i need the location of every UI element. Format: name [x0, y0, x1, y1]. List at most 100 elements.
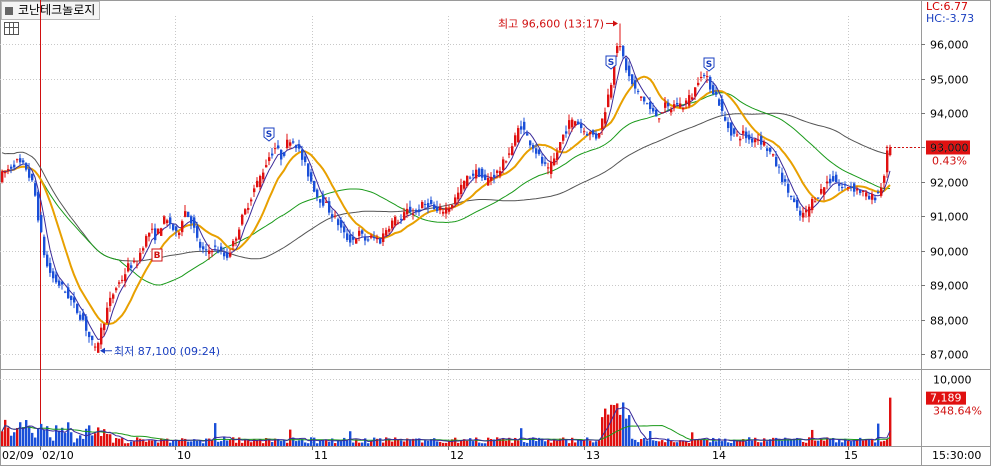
volume-bar: [70, 432, 73, 446]
candle-body: [652, 108, 655, 112]
stock-selector[interactable]: 코난테크놀로지: [1, 1, 101, 20]
candle-body: [715, 91, 718, 95]
volume-bar: [334, 443, 337, 446]
candle-body: [154, 228, 157, 241]
candle-body: [265, 165, 268, 168]
candle-body: [292, 141, 295, 143]
candle-body: [256, 180, 259, 188]
ma5-line: [1, 55, 891, 341]
volume-bar: [253, 439, 256, 446]
volume-bar: [721, 441, 724, 446]
high-annotation: 최고 96,600 (13:17): [498, 17, 604, 30]
volume-bar: [166, 438, 169, 446]
volume-bar: [439, 441, 442, 446]
candle-body: [496, 170, 499, 174]
volume-bar: [757, 442, 760, 446]
volume-bar: [493, 439, 496, 446]
volume-bar: [31, 432, 34, 446]
volume-bar: [478, 442, 481, 446]
volume-bar: [130, 441, 133, 446]
volume-bar: [883, 440, 886, 446]
dropdown-icon[interactable]: [5, 6, 13, 15]
volume-bar: [379, 438, 382, 446]
volume-bar: [100, 436, 103, 446]
candle-body: [463, 180, 466, 189]
candle-body: [298, 144, 301, 149]
volume-bar: [274, 438, 277, 446]
volume-bar: [703, 438, 706, 446]
volume-bar: [664, 442, 667, 446]
volume-bar: [376, 438, 379, 446]
volume-bar: [841, 442, 844, 446]
volume-bar: [595, 441, 598, 446]
volume-bar: [475, 437, 478, 446]
volume-bar: [340, 441, 343, 446]
volume-bar: [625, 418, 628, 446]
volume-bar: [505, 440, 508, 446]
volume-bar: [586, 437, 589, 446]
candle-body: [481, 168, 484, 178]
volume-bar: [91, 435, 94, 446]
candle-body: [592, 130, 595, 135]
volume-bar: [10, 435, 13, 446]
volume-bar: [367, 443, 370, 446]
candle-body: [31, 173, 34, 181]
volume-bar: [370, 441, 373, 446]
candle-body: [166, 220, 169, 224]
volume-bar: [352, 442, 355, 446]
volume-bar: [64, 433, 67, 446]
candle-body: [685, 100, 688, 104]
candle-body: [661, 112, 664, 114]
candle-body: [79, 314, 82, 320]
candle-body: [787, 183, 790, 193]
volume-bar: [472, 441, 475, 446]
candle-body: [880, 187, 883, 196]
candle-body: [811, 198, 814, 211]
candle-body: [169, 217, 172, 224]
candle-body: [97, 342, 100, 353]
candle-body: [676, 102, 679, 105]
signal-label: S: [706, 60, 712, 70]
candle-body: [778, 166, 781, 168]
signal-badge-frame: [151, 248, 163, 262]
table-icon[interactable]: [4, 22, 19, 35]
volume-bar: [112, 442, 115, 446]
volume-bar: [571, 437, 574, 446]
candle-body: [349, 234, 352, 243]
candle-body: [499, 171, 502, 176]
candle-body: [325, 201, 328, 203]
volume-bar: [637, 442, 640, 446]
volume-bar: [466, 440, 469, 446]
candle-body: [352, 236, 355, 240]
volume-bar: [358, 442, 361, 446]
candle-body: [280, 149, 283, 160]
candle-body: [232, 241, 235, 247]
x-tick-label: 11: [314, 449, 328, 462]
volume-bar: [199, 440, 202, 446]
candle-body: [220, 246, 223, 251]
volume-bar: [628, 415, 631, 446]
signal-label: B: [154, 251, 161, 261]
volume-bar: [94, 433, 97, 446]
candle-body: [193, 217, 196, 228]
volume-bar: [778, 439, 781, 446]
volume-bar: [175, 440, 178, 446]
volume-bar: [430, 439, 433, 446]
volume-bar: [364, 438, 367, 446]
volume-bar: [730, 442, 733, 446]
lc-label: LC:6.77: [926, 0, 969, 13]
volume-bar: [226, 440, 229, 446]
candle-body: [541, 156, 544, 164]
candle-body: [70, 296, 73, 300]
candle-body: [859, 189, 862, 193]
volume-bar: [691, 432, 694, 446]
volume-bar: [307, 443, 310, 446]
volume-bar: [160, 438, 163, 446]
candle-body: [139, 252, 142, 262]
candle-body: [94, 346, 97, 348]
volume-bar: [604, 408, 607, 446]
candle-body: [508, 153, 511, 155]
candle-body: [85, 316, 88, 331]
volume-bar: [394, 437, 397, 446]
